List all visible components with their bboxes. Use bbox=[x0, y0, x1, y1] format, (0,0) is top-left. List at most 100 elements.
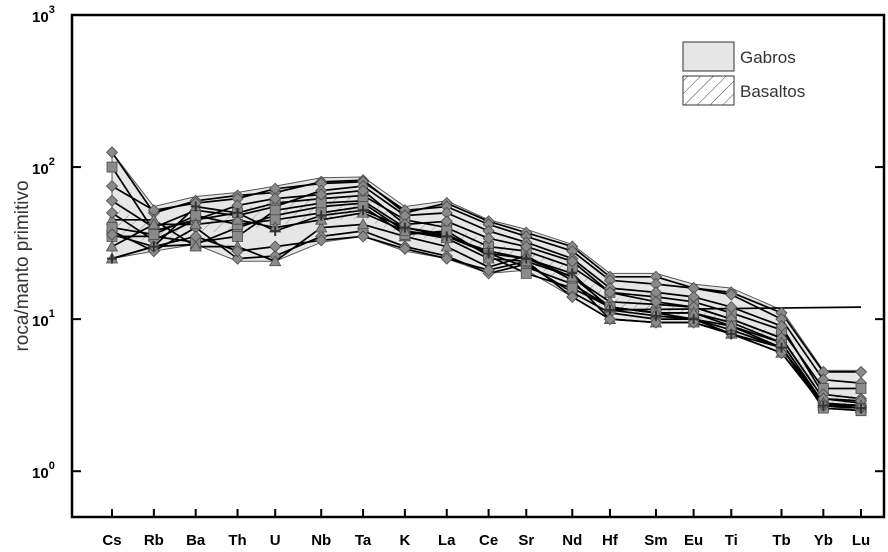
marker-12-13 bbox=[650, 310, 661, 321]
marker-9-1 bbox=[148, 229, 160, 240]
marker-10-8 bbox=[440, 252, 453, 265]
marker-10-4 bbox=[269, 240, 282, 253]
marker-12-6 bbox=[358, 205, 369, 216]
marker-10-5 bbox=[315, 234, 328, 247]
marker-12-7 bbox=[399, 222, 410, 233]
marker-8-6 bbox=[356, 184, 370, 197]
x-tick-label-7: K bbox=[399, 532, 410, 549]
marker-10-3 bbox=[231, 245, 244, 258]
marker-6-3 bbox=[231, 252, 244, 265]
marker-9-10 bbox=[520, 267, 532, 279]
marker-8-4 bbox=[269, 192, 282, 205]
marker-12-15 bbox=[726, 328, 737, 339]
x-tick-label-14: Eu bbox=[684, 532, 703, 549]
marker-12-11 bbox=[567, 268, 578, 279]
marker-8-12 bbox=[603, 286, 617, 299]
marker-8-10 bbox=[520, 240, 533, 253]
y-tick-label-base: 10 bbox=[32, 161, 49, 178]
marker-12-9 bbox=[483, 248, 494, 259]
x-tick-label-0: Cs bbox=[102, 532, 121, 549]
marker-11-1 bbox=[147, 218, 161, 230]
marker-1-15 bbox=[725, 288, 738, 301]
gabros-envelope bbox=[111, 150, 862, 412]
marker-10-2 bbox=[189, 230, 202, 243]
marker-10-9 bbox=[482, 264, 495, 277]
y-tick-label-exponent: 0 bbox=[49, 460, 55, 472]
bands-layer bbox=[111, 150, 862, 412]
marker-12-14 bbox=[688, 314, 699, 325]
marker-10-6 bbox=[356, 230, 370, 243]
x-tick-label-1: Rb bbox=[144, 532, 164, 549]
y-tick-label-exponent: 3 bbox=[49, 4, 55, 16]
x-axis: Cs Rb Ba Th U Nb Ta K La Ce Sr Nd Hf Sm Eu Ti Tb Yb Lu bbox=[102, 509, 870, 549]
x-tick-label-2: Ba bbox=[186, 532, 206, 549]
markers-layer bbox=[105, 146, 868, 417]
marker-0-0 bbox=[105, 146, 119, 159]
marker-2-18 bbox=[855, 383, 867, 394]
marker-12-1 bbox=[148, 241, 159, 252]
x-tick-label-9: Ce bbox=[479, 532, 498, 549]
x-tick-label-3: Th bbox=[228, 532, 246, 549]
marker-12-5 bbox=[316, 210, 327, 221]
marker-8-5 bbox=[315, 188, 328, 201]
marker-8-11 bbox=[566, 255, 579, 268]
marker-12-16 bbox=[776, 342, 787, 353]
marker-12-2 bbox=[190, 201, 201, 212]
marker-3-0 bbox=[105, 194, 119, 207]
x-tick-label-5: Nb bbox=[311, 532, 331, 549]
marker-8-0 bbox=[105, 206, 119, 219]
x-tick-label-10: Sr bbox=[518, 532, 534, 549]
legend: Gabros Basaltos bbox=[682, 41, 805, 106]
marker-7-5 bbox=[315, 221, 328, 233]
series-lines-layer bbox=[111, 151, 862, 412]
y-tick-label-0: 103 bbox=[32, 4, 55, 26]
x-tick-label-16: Tb bbox=[772, 532, 790, 549]
marker-10-0 bbox=[105, 228, 119, 241]
marker-1-0 bbox=[105, 180, 119, 193]
plot-frame bbox=[70, 13, 886, 519]
marker-12-18 bbox=[856, 403, 866, 414]
y-tick-label-base: 10 bbox=[32, 313, 49, 330]
y-tick-label-3: 100 bbox=[32, 460, 55, 482]
marker-11-3 bbox=[231, 213, 244, 225]
marker-8-9 bbox=[482, 232, 495, 245]
y-tick-label-exponent: 2 bbox=[49, 156, 55, 168]
marker-3-16 bbox=[775, 320, 788, 333]
x-tick-label-4: U bbox=[270, 532, 281, 549]
marker-5-3 bbox=[232, 231, 243, 242]
y-axis-label: roca/manto primitivo bbox=[12, 180, 33, 351]
marker-12-3 bbox=[232, 207, 243, 218]
x-tick-label-17: Yb bbox=[814, 532, 833, 549]
x-tick-label-13: Sm bbox=[644, 532, 667, 549]
marker-5-4 bbox=[269, 204, 281, 216]
marker-11-0 bbox=[105, 240, 119, 252]
x-tick-label-18: Lu bbox=[852, 532, 870, 549]
x-tick-label-15: Ti bbox=[725, 532, 738, 549]
y-tick-label-2: 101 bbox=[32, 308, 55, 330]
marker-12-17 bbox=[818, 400, 829, 411]
marker-12-12 bbox=[604, 304, 615, 315]
y-tick-label-1: 102 bbox=[32, 156, 55, 178]
marker-10-7 bbox=[398, 242, 411, 255]
marker-7-2 bbox=[189, 240, 202, 252]
marker-3-15 bbox=[725, 301, 738, 314]
marker-7-6 bbox=[356, 218, 370, 230]
marker-10-13 bbox=[649, 316, 663, 329]
marker-10-16 bbox=[775, 346, 788, 359]
marker-12-10 bbox=[521, 253, 532, 264]
legend-swatch-gabros bbox=[682, 41, 735, 72]
marker-12-0 bbox=[107, 253, 117, 264]
marker-7-4 bbox=[269, 255, 282, 267]
y-tick-label-base: 10 bbox=[32, 465, 49, 482]
marker-11-2 bbox=[189, 218, 202, 230]
marker-2-0 bbox=[106, 161, 118, 173]
legend-label-gabros: Gabros bbox=[740, 48, 796, 67]
marker-12-8 bbox=[441, 231, 452, 242]
y-tick-label-base: 10 bbox=[32, 9, 49, 26]
marker-10-12 bbox=[603, 313, 617, 326]
x-tick-label-12: Hf bbox=[602, 532, 619, 549]
y-tick-label-exponent: 1 bbox=[49, 308, 55, 320]
marker-12-4 bbox=[270, 225, 281, 236]
